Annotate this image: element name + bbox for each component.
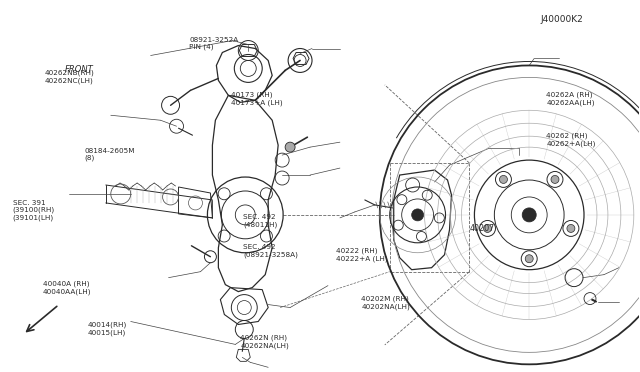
Circle shape <box>285 142 295 152</box>
Circle shape <box>522 208 536 222</box>
Circle shape <box>567 224 575 232</box>
Circle shape <box>484 224 492 232</box>
Text: 40014(RH)
40015(LH): 40014(RH) 40015(LH) <box>87 322 127 336</box>
Text: FRONT: FRONT <box>65 65 93 74</box>
Circle shape <box>525 255 533 263</box>
Text: 40262NB(RH)
40262NC(LH): 40262NB(RH) 40262NC(LH) <box>45 70 94 84</box>
Circle shape <box>551 176 559 183</box>
Text: SEC. 391
(39100(RH)
(39101(LH): SEC. 391 (39100(RH) (39101(LH) <box>13 200 55 221</box>
Text: 40202M (RH)
40202NA(LH): 40202M (RH) 40202NA(LH) <box>362 296 410 310</box>
Text: 08184-2605M
(8): 08184-2605M (8) <box>84 148 134 161</box>
Text: 08921-3252A
PIN (4): 08921-3252A PIN (4) <box>189 36 239 50</box>
Text: 40207: 40207 <box>470 224 495 233</box>
Circle shape <box>499 176 508 183</box>
Text: 40173 (RH)
40173+A (LH): 40173 (RH) 40173+A (LH) <box>231 92 282 106</box>
Text: 40262A (RH)
40262AA(LH): 40262A (RH) 40262AA(LH) <box>547 92 595 106</box>
Text: J40000K2: J40000K2 <box>540 16 583 25</box>
Circle shape <box>412 209 424 221</box>
Text: SEC. 492
(08921-3258A): SEC. 492 (08921-3258A) <box>243 244 298 257</box>
Text: SEC. 492
(48011H): SEC. 492 (48011H) <box>243 215 278 228</box>
Text: 40262 (RH)
40262+A(LH): 40262 (RH) 40262+A(LH) <box>547 133 596 147</box>
Text: 40262N (RH)
40262NA(LH): 40262N (RH) 40262NA(LH) <box>240 335 289 349</box>
Text: 40222 (RH)
40222+A (LH): 40222 (RH) 40222+A (LH) <box>336 247 388 262</box>
Text: 40040A (RH)
40040AA(LH): 40040A (RH) 40040AA(LH) <box>43 281 91 295</box>
